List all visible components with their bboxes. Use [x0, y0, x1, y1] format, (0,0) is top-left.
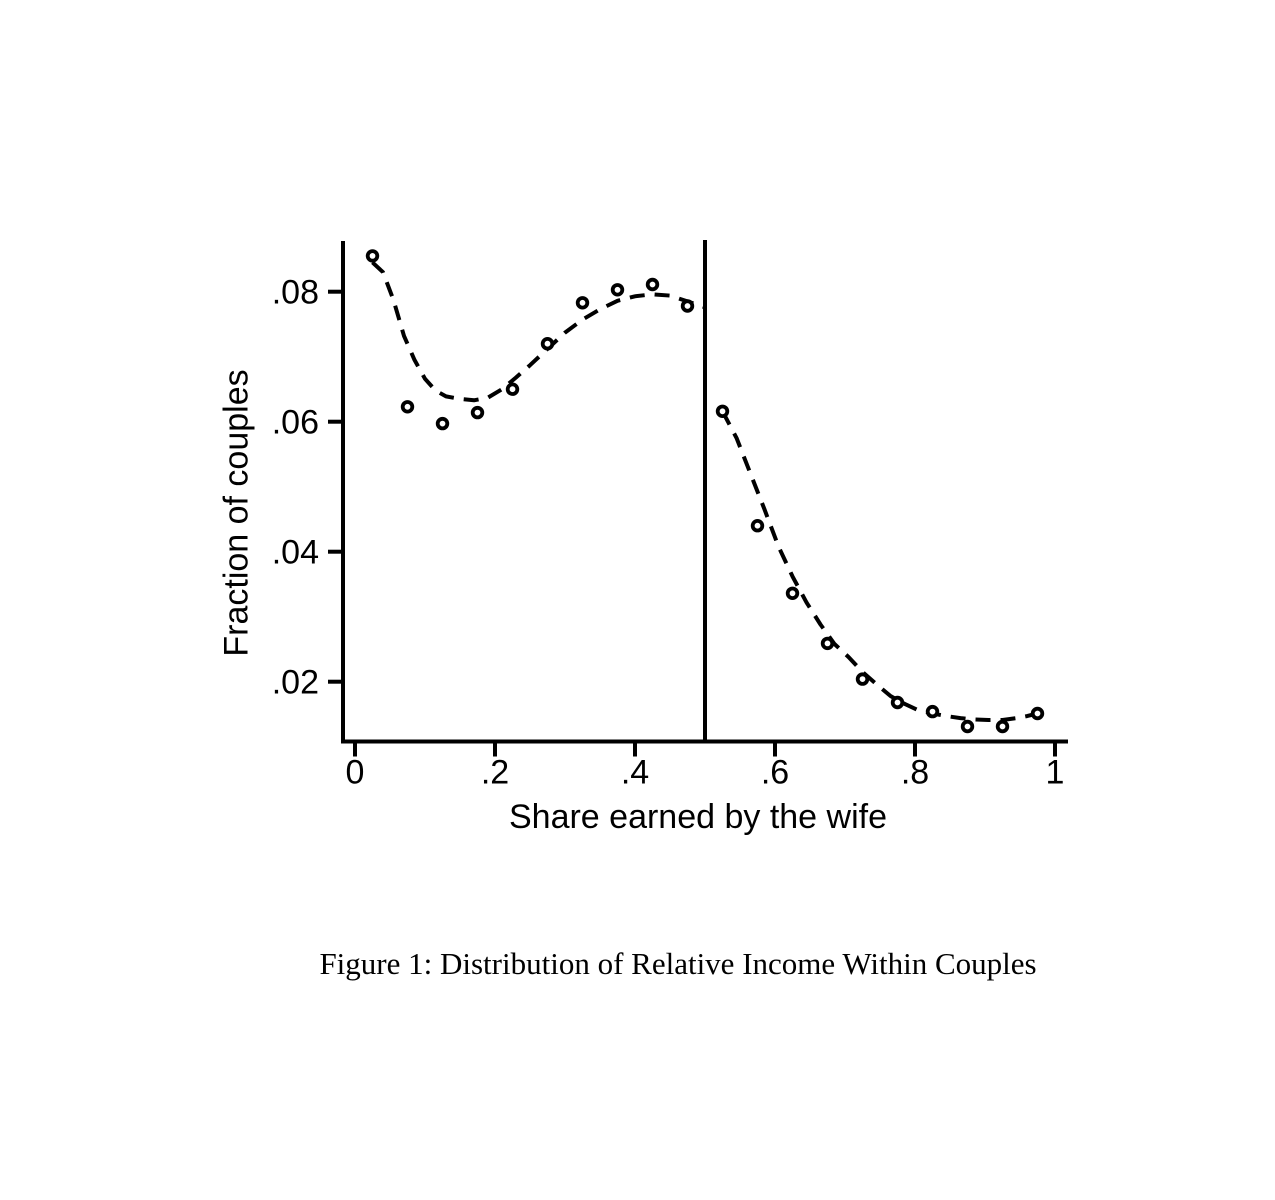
- y-tick-label: .08: [272, 274, 319, 312]
- scatter-point-left: [505, 382, 520, 396]
- y-axis-title: Fraction of couples: [217, 369, 256, 657]
- x-tick-label: 0: [346, 754, 365, 792]
- x-tick-label: 1: [1046, 754, 1065, 792]
- y-tick-label: .02: [272, 664, 319, 702]
- x-axis-title: Share earned by the wife: [508, 798, 888, 836]
- scatter-point-left: [435, 416, 450, 431]
- scatter-point-left: [680, 299, 695, 313]
- scatter-point-left: [575, 296, 590, 310]
- scatter-point-right: [750, 519, 765, 533]
- scatter-point-right: [715, 404, 730, 419]
- y-tick-label: .04: [272, 534, 319, 572]
- scatter-point-left: [470, 405, 485, 420]
- scatter-point-left: [610, 283, 625, 297]
- x-tick-label: .4: [621, 754, 649, 792]
- fit-line-left: [371, 260, 706, 403]
- x-tick-label: .2: [481, 754, 509, 792]
- scatter-point-left: [400, 400, 415, 414]
- scatter-point-right: [855, 672, 870, 686]
- scatter-point-right: [890, 695, 905, 710]
- scatter-point-right: [995, 719, 1010, 734]
- scatter-point-right: [820, 636, 835, 651]
- scatter-point-right: [1030, 706, 1045, 721]
- scatter-point-right: [785, 586, 800, 601]
- scatter-point-left: [645, 277, 660, 292]
- scatter-point-right: [960, 719, 975, 734]
- x-tick-label: .8: [901, 754, 929, 792]
- x-tick-label: .6: [761, 754, 789, 792]
- scatter-point-left: [365, 249, 380, 263]
- scatter-point-right: [925, 704, 940, 719]
- y-tick-label: .06: [272, 404, 319, 442]
- figure-caption: Figure 1: Distribution of Relative Incom…: [319, 946, 1037, 981]
- fit-line-right: [720, 410, 1038, 722]
- scatter-point-left: [540, 337, 555, 351]
